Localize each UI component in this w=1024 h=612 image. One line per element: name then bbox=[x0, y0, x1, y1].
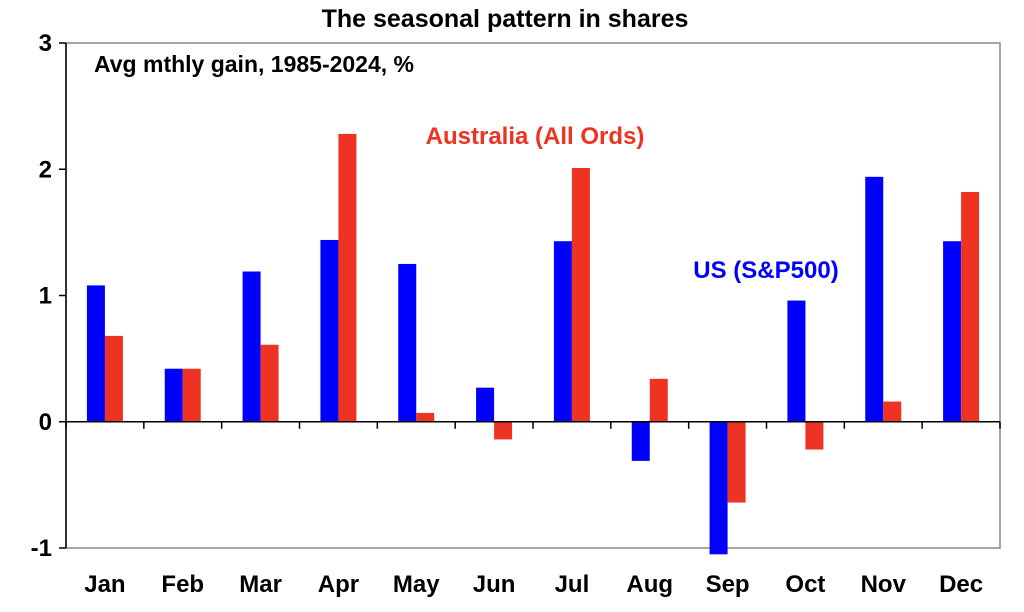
y-tick-label: 2 bbox=[39, 156, 52, 183]
y-tick-label: -1 bbox=[31, 535, 52, 562]
x-tick-label: Sep bbox=[706, 571, 750, 598]
bar-us-jul bbox=[553, 241, 572, 422]
bar-us-may bbox=[398, 263, 417, 422]
x-tick-label: Jun bbox=[473, 571, 516, 598]
x-tick-label: Oct bbox=[785, 571, 825, 598]
x-tick-label: Nov bbox=[861, 571, 907, 598]
bar-australia-feb bbox=[182, 368, 201, 422]
x-tick-label: Aug bbox=[626, 571, 673, 598]
y-axis: -1 0 1 2 3 bbox=[31, 30, 67, 562]
bar-us-feb bbox=[164, 368, 183, 422]
series-label-australia: Australia (All Ords) bbox=[426, 123, 645, 150]
bar-us-sep bbox=[709, 421, 728, 555]
bar-australia-oct bbox=[805, 421, 824, 450]
bar-us-nov bbox=[865, 176, 884, 422]
bar-australia-nov bbox=[883, 401, 902, 422]
bars bbox=[86, 133, 980, 555]
bar-us-jun bbox=[476, 387, 495, 422]
plot-frame bbox=[65, 42, 1001, 549]
bar-australia-dec bbox=[961, 191, 980, 422]
bar-australia-mar bbox=[260, 344, 279, 422]
x-tick-label: Apr bbox=[318, 571, 359, 598]
x-tick-label: Feb bbox=[161, 571, 204, 598]
bar-us-dec bbox=[943, 241, 962, 422]
bar-australia-jan bbox=[104, 335, 123, 422]
bar-australia-jul bbox=[571, 167, 590, 422]
x-tick-label: Jan bbox=[84, 571, 125, 598]
bar-us-apr bbox=[320, 239, 339, 422]
chart-subtitle: Avg mthly gain, 1985-2024, % bbox=[94, 51, 414, 77]
y-tick-label: 1 bbox=[39, 283, 52, 310]
bar-australia-jun bbox=[494, 421, 513, 440]
x-tick-label: Mar bbox=[239, 571, 282, 598]
bar-us-oct bbox=[787, 300, 806, 422]
series-label-us: US (S&P500) bbox=[693, 257, 838, 284]
bar-australia-sep bbox=[727, 421, 746, 503]
bar-us-aug bbox=[631, 421, 650, 461]
bar-australia-may bbox=[416, 412, 435, 422]
x-tick-label: May bbox=[393, 571, 440, 598]
x-axis: Jan Feb Mar Apr May Jun Jul Aug Sep Oct Nov Dec bbox=[65, 421, 1001, 598]
bar-us-jan bbox=[86, 285, 105, 422]
y-tick-label: 3 bbox=[39, 30, 52, 57]
y-tick-label: 0 bbox=[39, 409, 52, 436]
x-tick-label: Dec bbox=[939, 571, 983, 598]
chart-title: The seasonal pattern in shares bbox=[322, 5, 689, 33]
x-tick-label: Jul bbox=[555, 571, 590, 598]
bar-australia-aug bbox=[649, 378, 668, 422]
bar-us-mar bbox=[242, 271, 261, 422]
bar-australia-apr bbox=[338, 133, 357, 422]
